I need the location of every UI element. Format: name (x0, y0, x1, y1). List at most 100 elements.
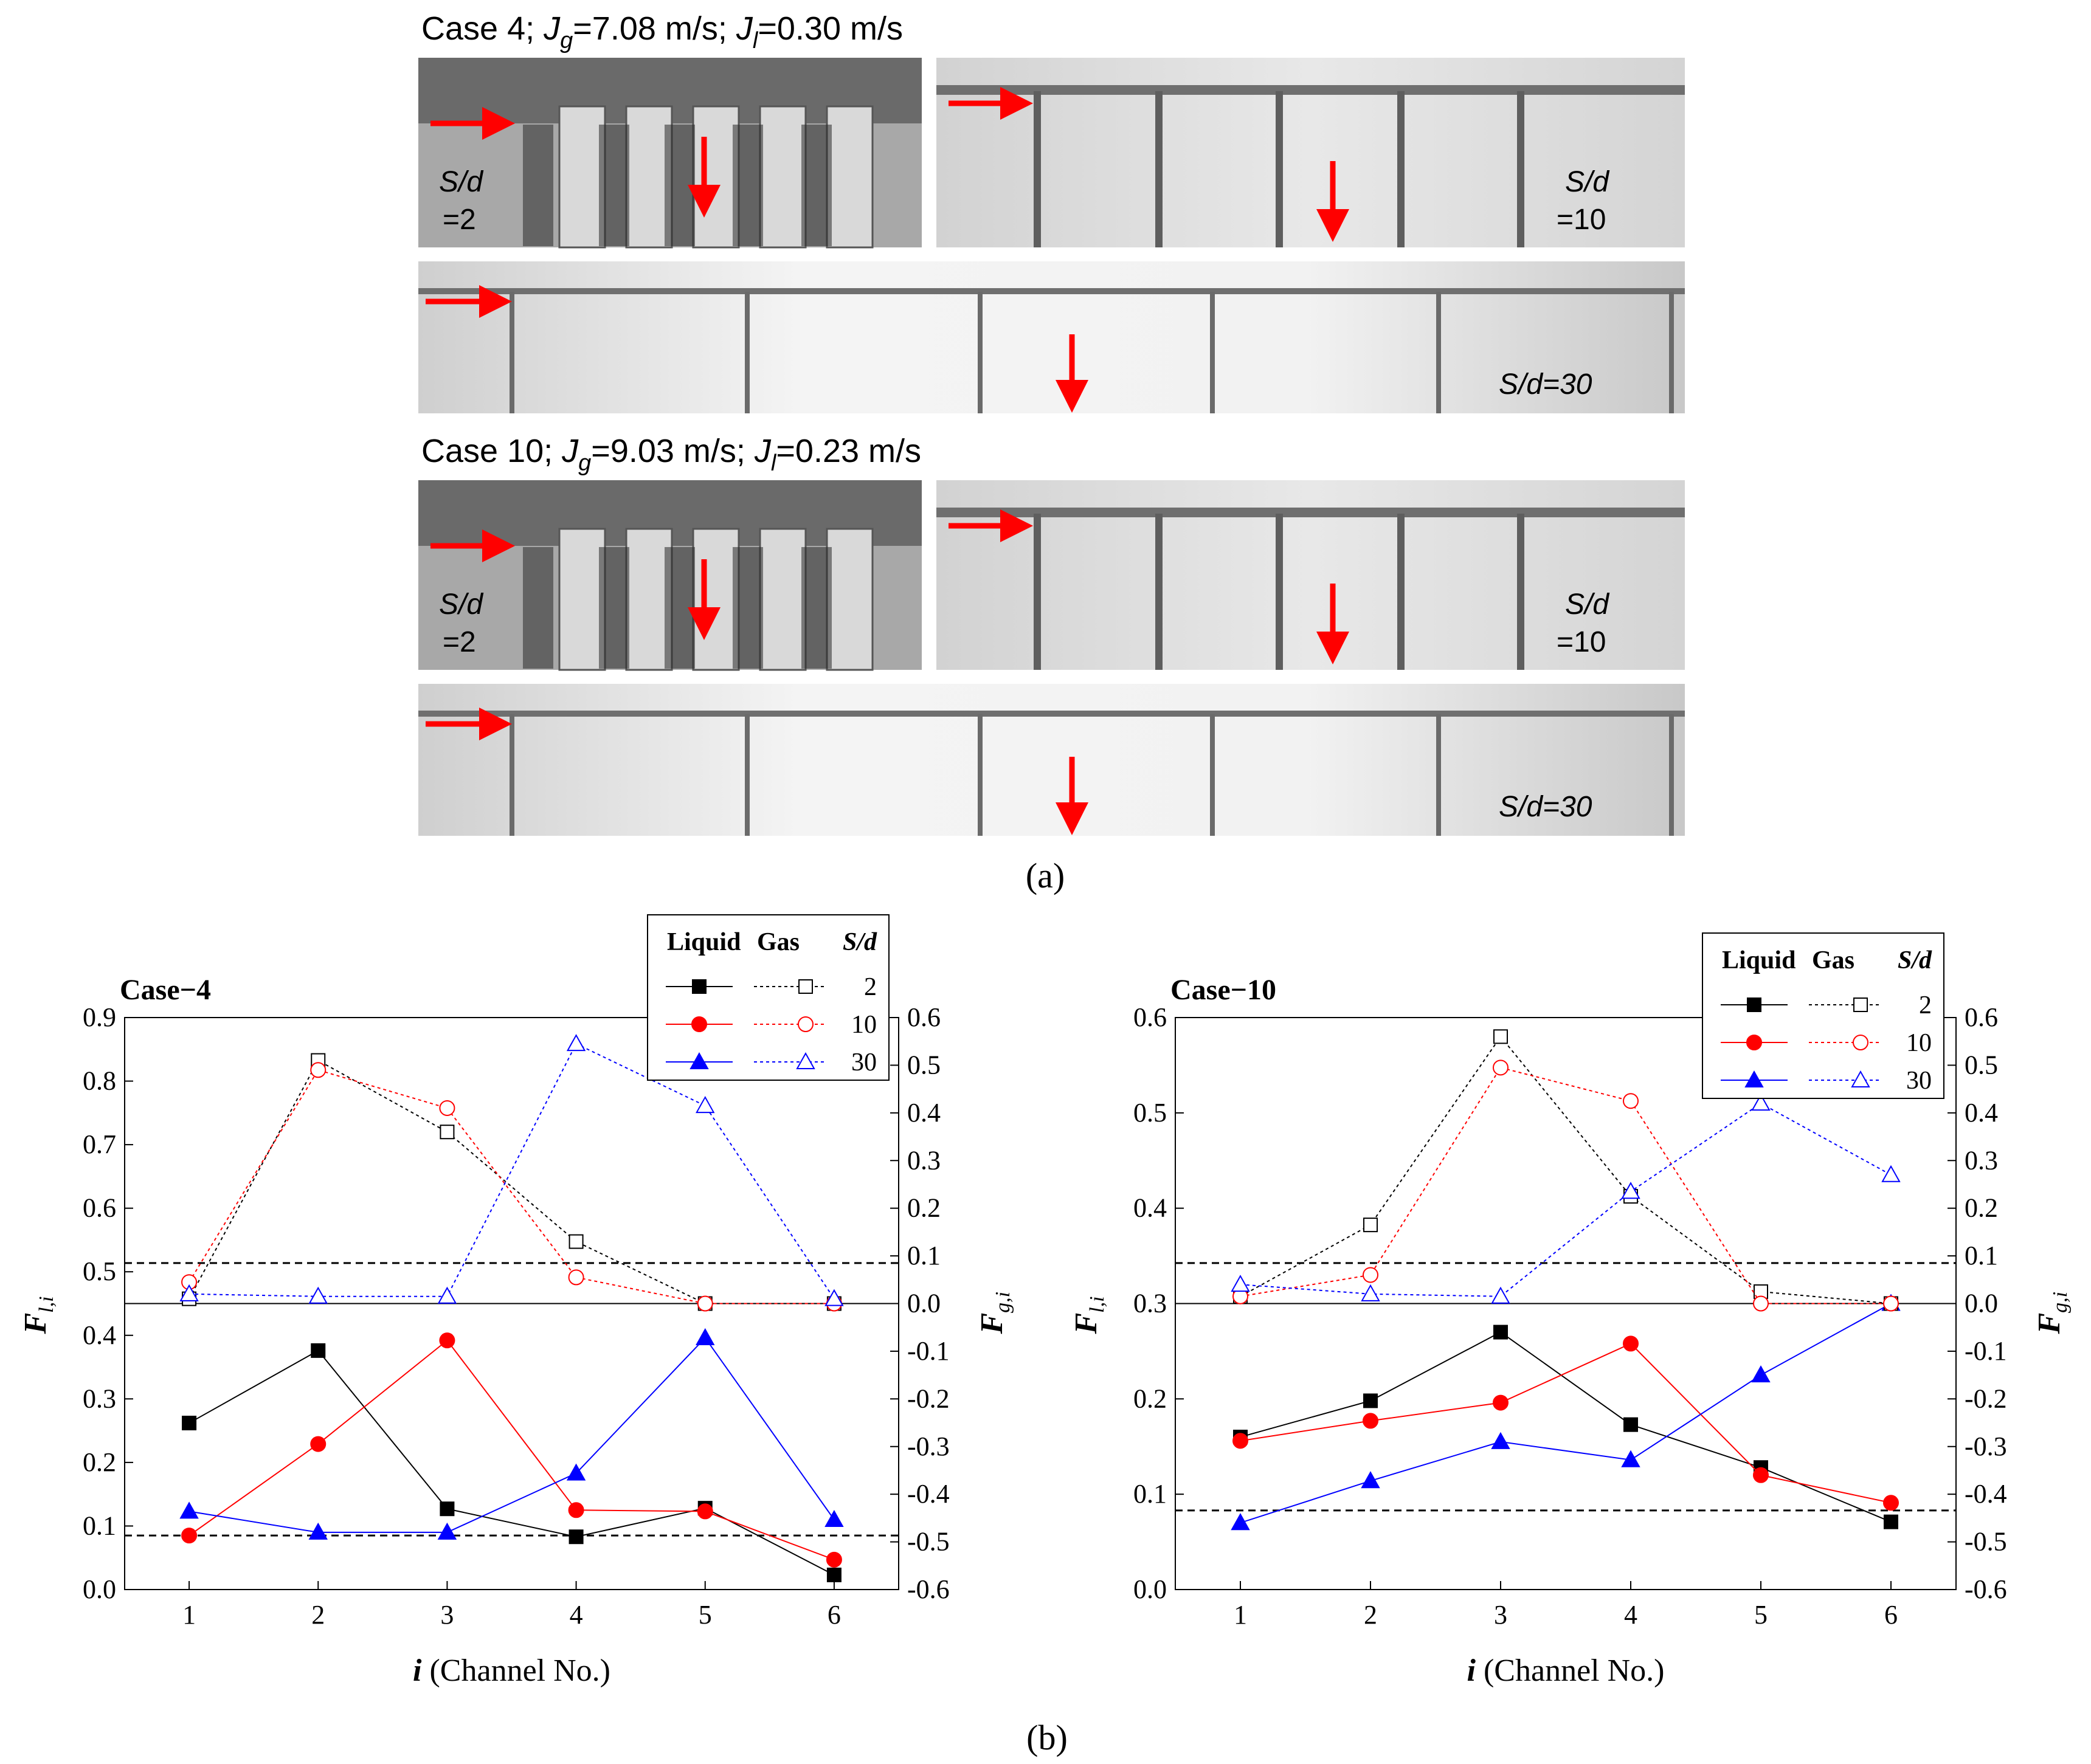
y-right-tick-label: 0.0 (907, 1289, 941, 1318)
series-liquid-sd30-point (1751, 1365, 1771, 1383)
legend-gas-marker (1851, 1070, 1870, 1087)
series-gas-sd30-line (1240, 1102, 1892, 1297)
panel-b-label: (b) (1026, 1718, 1068, 1757)
channel-wall (1155, 91, 1163, 247)
series-liquid-sd10-point (1753, 1467, 1769, 1483)
series-gas-sd30-point (696, 1096, 715, 1114)
y-right-tick-label: 0.5 (1965, 1050, 1998, 1080)
series-liquid-sd10-point (826, 1551, 842, 1568)
legend-gas-marker (796, 1052, 815, 1069)
legend-gas-marker (1853, 997, 1868, 1012)
series-liquid-sd10-point (697, 1503, 713, 1520)
channel-wall (1436, 714, 1441, 836)
series-liquid-sd30-line (188, 1337, 835, 1533)
channel-wall (1517, 514, 1524, 670)
channel-wall (759, 105, 807, 249)
series-gas-sd10-point (568, 1269, 584, 1286)
x-tick-label: 3 (1494, 1600, 1507, 1630)
series-liquid-sd30-point (566, 1463, 586, 1481)
y-right-tick-label: -0.3 (1965, 1432, 2007, 1461)
manifold-header (418, 711, 1685, 717)
channel-wall (1034, 91, 1041, 247)
y-right-tick-label: 0.3 (907, 1145, 941, 1175)
legend-header-liquid: Liquid (1722, 946, 1795, 974)
legend-box (647, 914, 890, 1081)
series-gas-sd30-point (824, 1289, 844, 1306)
y-right-tick-label: 0.0 (1965, 1289, 1998, 1318)
legend-header-sd: S/d (1898, 946, 1932, 974)
channel-wall (1210, 292, 1215, 413)
y-right-tick-label: -0.6 (907, 1574, 950, 1604)
series-gas-sd10-point (310, 1062, 327, 1078)
y-left-tick-label: 0.6 (1133, 1002, 1167, 1032)
series-gas-sd2-point (569, 1234, 584, 1249)
channel-liquid (665, 125, 695, 246)
case-header: Case 4; Jg=7.08 m/s; Jl=0.30 m/s (421, 10, 903, 53)
y-left-tick-label: 0.2 (1133, 1383, 1167, 1413)
channel-wall (759, 528, 807, 671)
channel-wall (826, 528, 874, 671)
x-tick-label: 6 (828, 1600, 841, 1630)
y-right-axis-label: Fg,i (2032, 1292, 2072, 1335)
y-left-tick-label: 0.5 (83, 1256, 116, 1286)
series-gas-sd2-point (1493, 1029, 1508, 1044)
channel-wall (1397, 514, 1405, 670)
series-liquid-sd30-point (696, 1328, 715, 1345)
channel-wall (1669, 714, 1674, 836)
channel-wall (1210, 714, 1215, 836)
y-right-tick-label: 0.4 (907, 1098, 941, 1128)
series-liquid-sd10-point (1363, 1413, 1378, 1429)
sd-value: =10 (1557, 626, 1606, 658)
series-liquid-sd30-point (179, 1501, 199, 1519)
channel-wall (510, 714, 514, 836)
channel-liquid (665, 547, 695, 669)
sd-label: S/d (1565, 588, 1609, 621)
series-liquid-sd30-point (1231, 1513, 1250, 1531)
legend-liquid-marker (1744, 1070, 1764, 1087)
series-liquid-sd10-point (181, 1528, 198, 1544)
series-gas-sd30-point (308, 1286, 328, 1304)
chart-case-4: 0.0 0.1 0.2 0.3 0.4 0.5 0.6 0.7 0.8 0.9 -0.6 -0.5 -0… (18, 914, 1014, 1688)
series-gas-sd30-point (1491, 1286, 1510, 1304)
legend-liquid-marker (690, 1052, 709, 1069)
manifold-header (936, 85, 1685, 95)
legend-liquid-marker (1746, 1035, 1762, 1050)
sd-label: S/d=30 (1499, 791, 1592, 823)
y-right-tick-label: 0.3 (1965, 1145, 1998, 1175)
manifold-header (418, 288, 1685, 294)
series-liquid-sd30-point (824, 1509, 844, 1527)
series-gas-sd30-point (1881, 1165, 1901, 1182)
legend-gas-marker (798, 1016, 814, 1032)
x-tick-label: 2 (311, 1600, 325, 1630)
legend-label: 30 (1906, 1067, 1932, 1095)
channel-wall (1034, 514, 1041, 670)
case-header: Case 10; Jg=9.03 m/s; Jl=0.23 m/s (421, 433, 921, 476)
series-liquid-sd30-point (1621, 1450, 1640, 1467)
y-right-tick-label: -0.2 (1965, 1383, 2007, 1413)
legend-header-liquid: Liquid (667, 928, 741, 956)
channel-wall (1276, 514, 1283, 670)
series-gas-sd2-line (188, 1059, 834, 1304)
chart-title: Case−10 (1170, 974, 1276, 1006)
y-right-tick-label: -0.5 (1965, 1527, 2007, 1557)
series-liquid-sd10-point (1623, 1335, 1639, 1352)
channel-wall (625, 105, 673, 249)
series-liquid-sd2-point (826, 1567, 842, 1582)
legend-label: 30 (851, 1049, 877, 1077)
y-right-tick-label: -0.1 (907, 1336, 950, 1366)
channel-wall (745, 292, 750, 413)
y-right-axis-label: Fg,i (975, 1292, 1014, 1335)
y-right-tick-label: 0.6 (907, 1002, 941, 1032)
legend-header-sd: S/d (843, 928, 877, 956)
y-right-tick-label: 0.2 (1965, 1193, 1998, 1223)
series-gas-sd30-point (1751, 1094, 1771, 1111)
channel-wall (510, 292, 514, 413)
series-gas-sd10-point (1363, 1267, 1378, 1283)
series-liquid-sd30-point (1361, 1471, 1380, 1489)
y-left-tick-label: 0.0 (83, 1574, 116, 1604)
series-gas-sd10-line (1240, 1067, 1891, 1304)
x-tick-label: 6 (1884, 1600, 1898, 1630)
channel-wall (745, 714, 750, 836)
x-tick-label: 4 (570, 1600, 583, 1630)
